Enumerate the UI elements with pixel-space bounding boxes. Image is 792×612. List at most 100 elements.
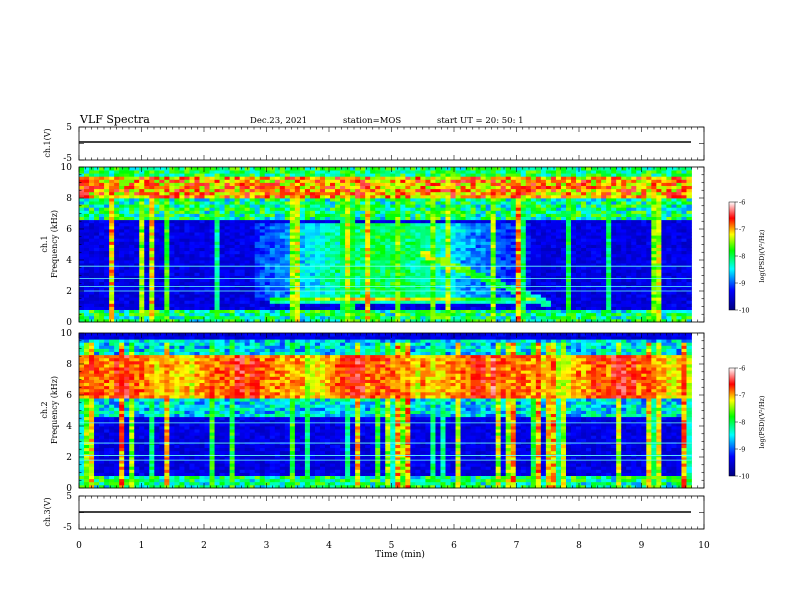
ch1-psd-cell bbox=[219, 176, 225, 180]
ch1-psd-cell bbox=[184, 213, 190, 217]
ch1-psd-cell bbox=[460, 185, 466, 190]
ch1-psd-cell bbox=[460, 281, 466, 286]
ch1-psd-cell bbox=[279, 188, 286, 193]
ch1-psd-cell bbox=[209, 269, 215, 273]
ch1-psd-cell bbox=[214, 303, 220, 307]
ch1-psd-cell bbox=[279, 247, 286, 252]
ch1-psd-cell bbox=[350, 263, 356, 267]
ch1-psd-cell bbox=[525, 318, 532, 323]
ch1-psd-cell bbox=[400, 260, 406, 264]
ch1-psd-cell bbox=[325, 219, 331, 224]
ch1-psd-cell bbox=[550, 318, 557, 323]
ch1-psd-cell bbox=[309, 253, 316, 258]
ch1-psd-cell bbox=[209, 191, 215, 196]
ch1-psd-cell bbox=[179, 306, 185, 310]
ch1-psd-cell bbox=[355, 185, 361, 190]
ch1-psd-cell bbox=[500, 253, 507, 258]
ch1-psd-cell bbox=[249, 188, 256, 193]
ch1-psd-cell bbox=[124, 250, 130, 255]
ch1-psd-cell bbox=[425, 300, 431, 304]
ch1-psd-cell bbox=[149, 170, 155, 174]
ch1-psd-cell bbox=[425, 225, 431, 230]
ch1-psd-cell bbox=[264, 244, 271, 248]
ch1-psd-cell bbox=[224, 219, 231, 224]
ch1-psd-cell bbox=[84, 272, 90, 276]
ch1-psd-cell bbox=[576, 260, 582, 264]
ch1-psd-cell bbox=[289, 272, 296, 276]
ch1-psd-cell bbox=[284, 250, 291, 255]
ch1-psd-cell bbox=[410, 303, 416, 307]
ch1-psd-cell bbox=[355, 167, 361, 171]
ch1-psd-cell bbox=[515, 222, 522, 227]
ch1-psd-cell bbox=[99, 216, 105, 221]
ch1-psd-cell bbox=[330, 250, 336, 255]
ch1-psd-cell bbox=[209, 194, 215, 199]
ch1-psd-cell bbox=[214, 250, 220, 255]
ch1-psd-cell bbox=[259, 306, 266, 310]
ch1-psd-cell bbox=[340, 312, 346, 317]
ch1-psd-cell bbox=[159, 238, 165, 242]
ch1-psd-cell bbox=[520, 229, 527, 233]
ch1-psd-cell bbox=[144, 250, 150, 255]
ch1-psd-cell bbox=[475, 204, 482, 208]
ch1-psd-cell bbox=[405, 294, 411, 298]
ch1-psd-cell bbox=[249, 303, 256, 307]
ch1-psd-cell bbox=[274, 210, 281, 214]
ch1-psd-cell bbox=[139, 191, 145, 196]
ch1-psd-cell bbox=[390, 247, 396, 252]
ch1-psd-cell bbox=[365, 176, 371, 180]
ch1-psd-cell bbox=[565, 241, 572, 245]
ch1-psd-cell bbox=[169, 173, 175, 177]
ch1-psd-cell bbox=[350, 281, 356, 286]
ch1-psd-cell bbox=[350, 170, 356, 174]
ch1-psd-cell bbox=[249, 232, 256, 236]
ch1-psd-cell bbox=[530, 287, 537, 292]
ch1-psd-cell bbox=[400, 303, 406, 307]
ch1-psd-cell bbox=[139, 235, 145, 239]
ch1-psd-cell bbox=[184, 281, 190, 286]
ch1-psd-cell bbox=[234, 170, 241, 174]
ch1-psd-cell bbox=[405, 269, 411, 273]
ch1-psd-cell bbox=[560, 182, 567, 186]
ch1-psd-cell bbox=[400, 241, 406, 245]
ch1-psd-cell bbox=[340, 210, 346, 214]
ch1-psd-cell bbox=[475, 179, 482, 183]
ch1-psd-cell bbox=[495, 170, 502, 174]
ch1-psd-cell bbox=[375, 204, 381, 208]
ch1-psd-cell bbox=[430, 229, 436, 233]
ch1-psd-cell bbox=[545, 176, 552, 180]
ch1-psd-cell bbox=[460, 309, 466, 314]
ch1-psd-cell bbox=[390, 219, 396, 224]
ch1-psd-cell bbox=[425, 238, 431, 242]
ch1-psd-cell bbox=[345, 225, 351, 230]
ch1-psd-cell bbox=[189, 232, 195, 236]
ch1-psd-cell bbox=[239, 291, 246, 295]
ch1-psd-cell bbox=[89, 309, 95, 314]
ch1-psd-cell bbox=[530, 188, 537, 193]
ch1-psd-cell bbox=[239, 179, 246, 183]
ch1-psd-cell bbox=[370, 238, 376, 242]
ch1-psd-cell bbox=[535, 260, 542, 264]
ch1-psd-cell bbox=[515, 309, 522, 314]
ch1-psd-cell bbox=[129, 291, 135, 295]
ch1-psd-cell bbox=[139, 232, 145, 236]
ch1-psd-cell bbox=[299, 210, 306, 214]
ch1-psd-cell bbox=[244, 198, 251, 202]
ch1-psd-cell bbox=[345, 235, 351, 239]
ch1-psd-cell bbox=[485, 266, 492, 270]
ch1-psd-cell bbox=[164, 167, 170, 171]
ch1-psd-cell bbox=[289, 182, 296, 186]
ch1-psd-cell bbox=[470, 269, 477, 273]
ch1-psd-cell bbox=[124, 182, 130, 186]
ch1-psd-cell bbox=[114, 278, 120, 283]
ch1-psd-cell bbox=[319, 250, 326, 255]
ch1-psd-cell bbox=[515, 198, 522, 202]
ch1-psd-cell bbox=[134, 312, 140, 317]
ch1-psd-cell bbox=[415, 194, 421, 199]
ch1-psd-cell bbox=[209, 278, 215, 283]
ch1-psd-cell bbox=[129, 260, 135, 264]
ch1-psd-cell bbox=[440, 253, 446, 258]
ch1-psd-cell bbox=[420, 275, 426, 279]
ch1-psd-cell bbox=[239, 297, 246, 301]
ch1-psd-cell bbox=[535, 182, 542, 186]
